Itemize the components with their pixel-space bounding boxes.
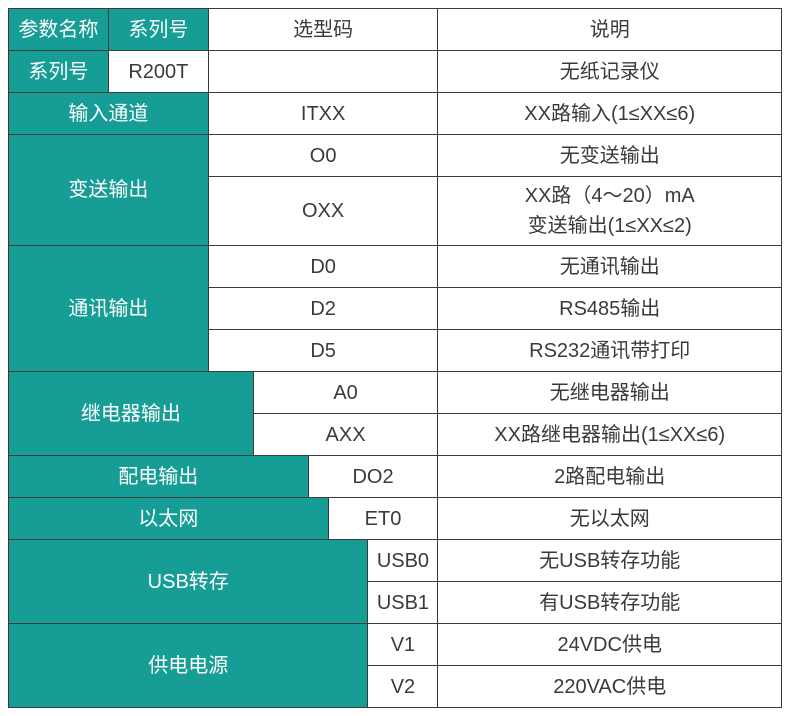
row-output-0: 变送输出 O0 无变送输出 [9, 135, 782, 177]
header-series: 系列号 [108, 9, 208, 51]
usb-desc-0: 无USB转存功能 [438, 540, 782, 582]
model-selection-table: 参数名称 系列号 选型码 说明 系列号 R200T 无纸记录仪 输入通道 ITX… [8, 8, 782, 708]
output-code-0: O0 [208, 135, 438, 177]
comm-code-1: D2 [208, 288, 438, 330]
row-comm-0: 通讯输出 D0 无通讯输出 [9, 246, 782, 288]
row-psu-0: 供电电源 V1 24VDC供电 [9, 624, 782, 666]
relay-code-0: A0 [253, 372, 438, 414]
usb-code-1: USB1 [368, 582, 438, 624]
series-spacer [208, 51, 438, 93]
ethernet-desc: 无以太网 [438, 498, 782, 540]
comm-desc-1: RS485输出 [438, 288, 782, 330]
psu-desc-1: 220VAC供电 [438, 666, 782, 708]
series-code: R200T [108, 51, 208, 93]
usb-code-0: USB0 [368, 540, 438, 582]
usb-label: USB转存 [9, 540, 368, 624]
relay-label: 继电器输出 [9, 372, 254, 456]
output-code-1: OXX [208, 177, 438, 246]
powerdist-label: 配电输出 [9, 456, 309, 498]
row-relay-0: 继电器输出 A0 无继电器输出 [9, 372, 782, 414]
comm-desc-2: RS232通讯带打印 [438, 330, 782, 372]
comm-code-0: D0 [208, 246, 438, 288]
header-code: 选型码 [208, 9, 438, 51]
row-usb-0: USB转存 USB0 无USB转存功能 [9, 540, 782, 582]
input-desc: XX路输入(1≤XX≤6) [438, 93, 782, 135]
output-label: 变送输出 [9, 135, 209, 246]
psu-desc-0: 24VDC供电 [438, 624, 782, 666]
series-label: 系列号 [9, 51, 109, 93]
header-row: 参数名称 系列号 选型码 说明 [9, 9, 782, 51]
comm-code-2: D5 [208, 330, 438, 372]
row-ethernet: 以太网 ET0 无以太网 [9, 498, 782, 540]
comm-label: 通讯输出 [9, 246, 209, 372]
output-desc-1-line2: 变送输出(1≤XX≤2) [528, 215, 692, 237]
output-desc-0: 无变送输出 [438, 135, 782, 177]
ethernet-label: 以太网 [9, 498, 329, 540]
relay-desc-0: 无继电器输出 [438, 372, 782, 414]
relay-code-1: AXX [253, 414, 438, 456]
row-powerdist: 配电输出 DO2 2路配电输出 [9, 456, 782, 498]
psu-code-0: V1 [368, 624, 438, 666]
input-label: 输入通道 [9, 93, 209, 135]
row-series: 系列号 R200T 无纸记录仪 [9, 51, 782, 93]
output-desc-1-line1: XX路（4～20）mA [525, 185, 695, 207]
psu-label: 供电电源 [9, 624, 368, 708]
output-desc-1: XX路（4～20）mA 变送输出(1≤XX≤2) [438, 177, 782, 246]
header-param: 参数名称 [9, 9, 109, 51]
ethernet-code: ET0 [328, 498, 438, 540]
relay-desc-1: XX路继电器输出(1≤XX≤6) [438, 414, 782, 456]
comm-desc-0: 无通讯输出 [438, 246, 782, 288]
psu-code-1: V2 [368, 666, 438, 708]
powerdist-code: DO2 [308, 456, 438, 498]
row-input: 输入通道 ITXX XX路输入(1≤XX≤6) [9, 93, 782, 135]
powerdist-desc: 2路配电输出 [438, 456, 782, 498]
usb-desc-1: 有USB转存功能 [438, 582, 782, 624]
input-code: ITXX [208, 93, 438, 135]
header-desc: 说明 [438, 9, 782, 51]
series-desc: 无纸记录仪 [438, 51, 782, 93]
